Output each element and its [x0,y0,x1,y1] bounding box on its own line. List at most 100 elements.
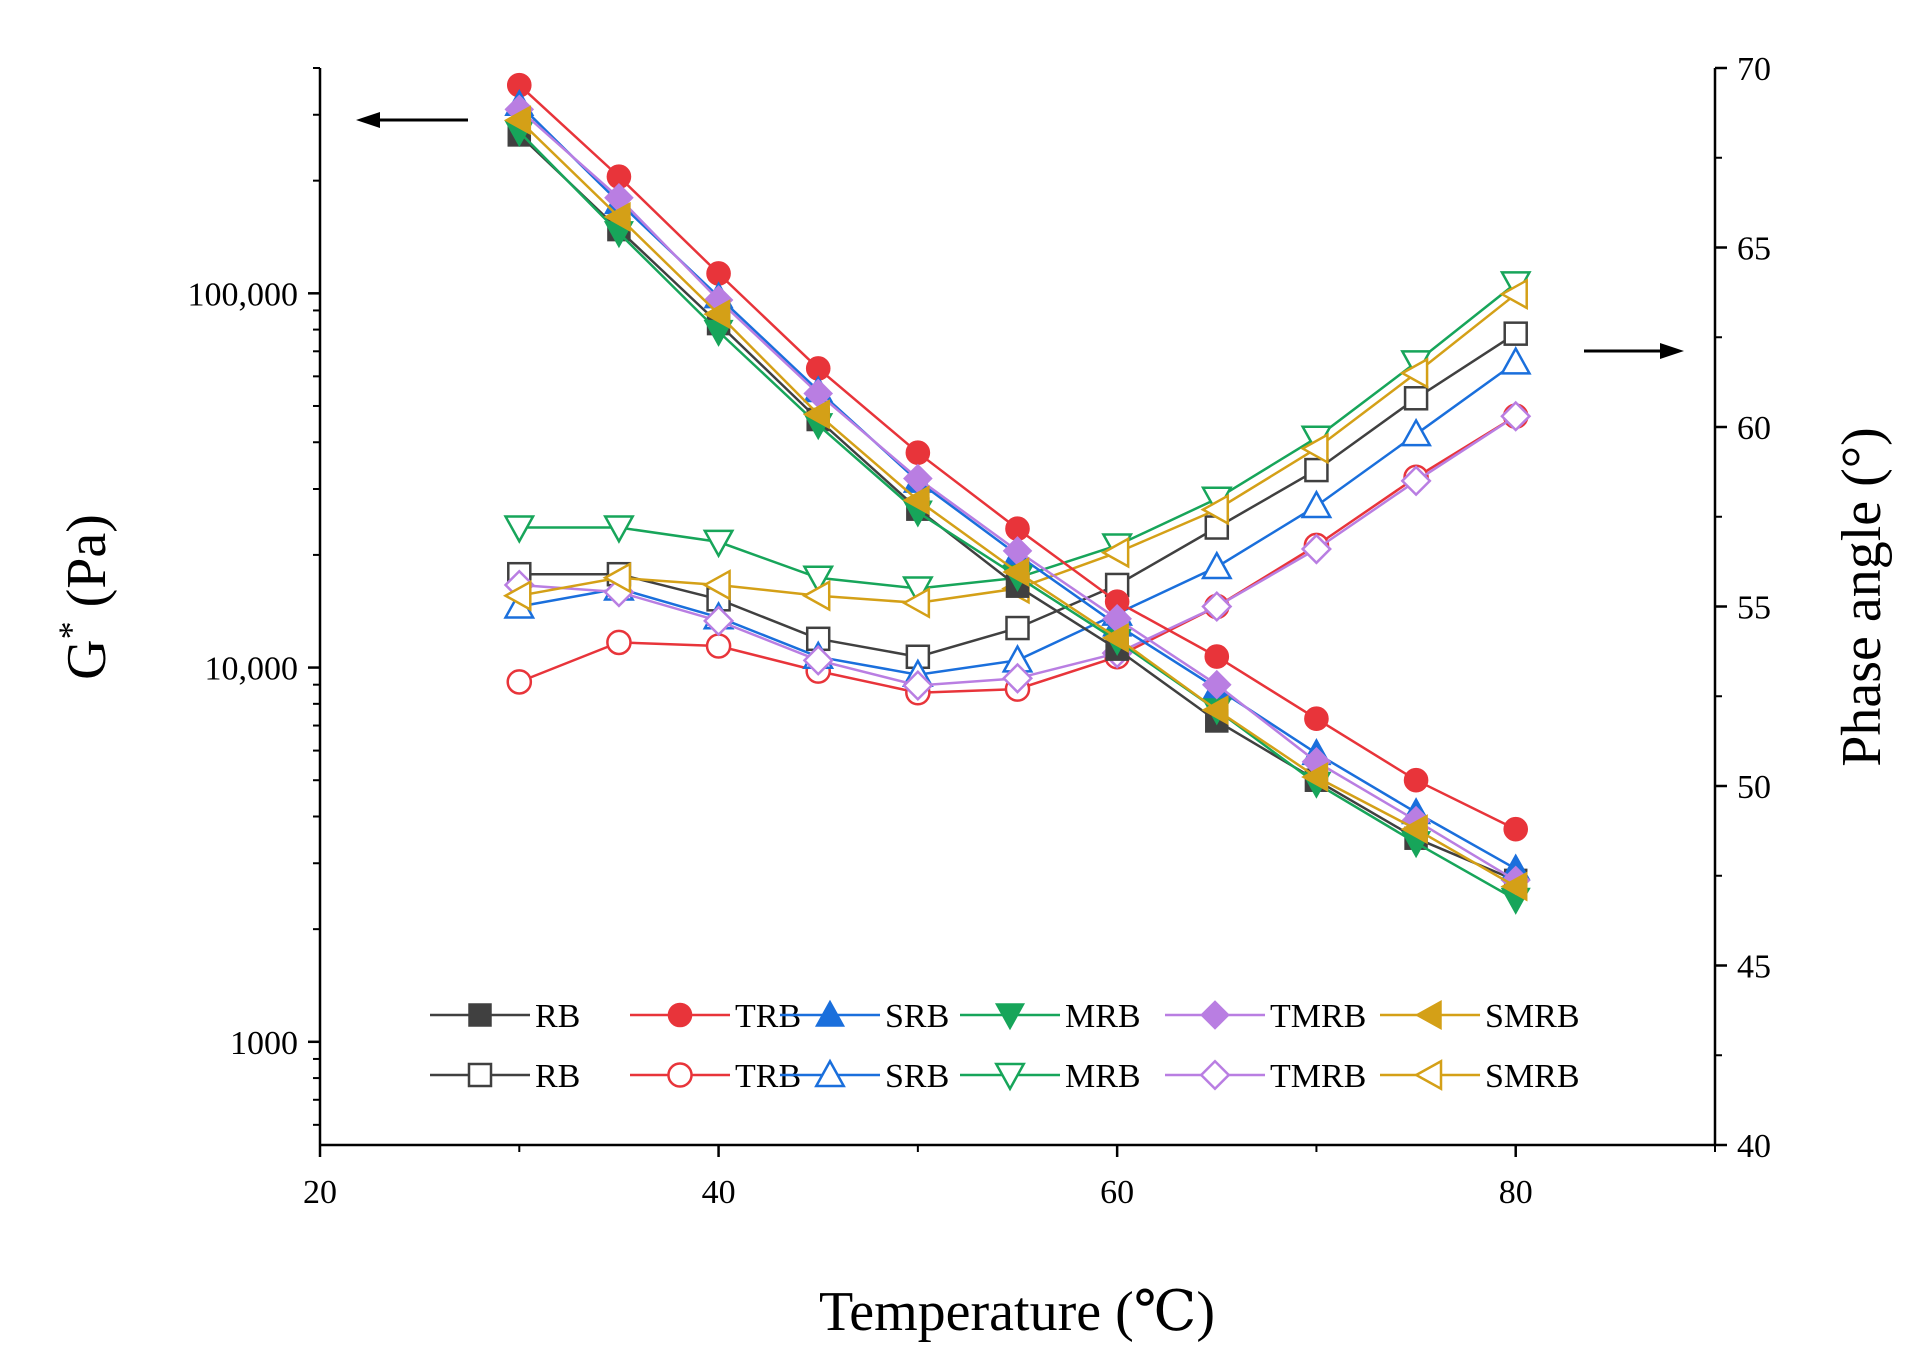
series-smrb-left [503,105,1528,902]
legend-marker [468,1003,492,1027]
y-right-tick-label: 55 [1737,590,1771,627]
data-point [1300,489,1333,519]
data-point [902,485,930,516]
legend-item-smrb-left: SMRB [1380,998,1580,1035]
right-axis-arrow-head [1660,343,1684,359]
data-point [1499,278,1528,311]
y-axis-left-title-main: G [56,639,118,679]
data-point [702,569,731,601]
y-left-tick-label: 1000 [230,1025,298,1062]
y-right-tick-label: 50 [1737,769,1771,806]
legend-marker [1199,1059,1231,1091]
data-point [901,587,931,619]
legend-item-srb-right: SRB [780,1058,949,1095]
y-right-tick-label: 45 [1737,949,1771,986]
y-left-tick-label: 10,000 [205,651,299,688]
x-tick-label: 80 [1499,1174,1533,1211]
legend-item-tmrb-left: TMRB [1165,998,1366,1035]
legend-label: RB [535,998,580,1035]
legend-marker [1200,1000,1230,1030]
legend: RB TRB SRB MRB TMRB SMRB RB TRB SRB MRB TMRB SMRB [430,998,1580,1095]
y-axis-left: 1000 10,000 100,000 [188,67,320,1126]
y-axis-left-title: G* (Pa) [51,514,118,680]
legend-item-trb-left: TRB [630,998,801,1035]
data-point [1503,816,1529,842]
data-point [703,605,735,637]
data-point [1403,767,1429,793]
data-point [1201,669,1232,700]
data-point [506,669,533,695]
data-point [1300,432,1329,465]
data-point [603,201,631,232]
data-point [905,440,931,466]
data-point [503,105,532,136]
series-line [518,119,1517,888]
data-point [1304,457,1329,483]
series-line [518,84,1517,831]
data-point [1101,622,1129,653]
data-point [801,579,831,612]
legend-label: SRB [885,998,949,1035]
y-right-tick-label: 65 [1737,231,1771,268]
annotation-layer [356,112,1684,359]
data-point [1403,386,1429,411]
data-point [1204,644,1230,669]
legend-marker [667,1002,693,1028]
data-point [1002,557,1030,588]
data-point [802,399,830,430]
data-point [1503,321,1528,346]
data-point [705,633,732,659]
legend-label: RB [535,1058,580,1095]
legend-item-mrb-right: MRB [960,1058,1141,1095]
legend-label: TRB [735,998,801,1035]
y-axis-left-title-unit: (Pa) [56,514,118,621]
series-trb-left [506,72,1529,842]
series-line [518,103,1517,870]
data-point [802,565,835,595]
data-point [1399,357,1429,390]
y-axis-right-title: Phase angle (°) [1831,427,1893,767]
data-point [1100,536,1130,569]
data-point [1200,493,1230,526]
legend-label: SMRB [1485,998,1580,1035]
legend-marker [667,1062,693,1088]
series-srb-left [504,88,1531,881]
series-line [519,332,1517,659]
data-point [1001,662,1034,694]
x-axis: 20 40 60 80 [303,1145,1716,1211]
series-rb-right [507,321,1528,670]
series-rb-left [507,123,1528,893]
legend-item-tmrb-right: TMRB [1165,1058,1366,1095]
legend-label: TMRB [1270,998,1366,1035]
data-point [1201,695,1229,726]
data-point [802,644,834,676]
legend-label: MRB [1065,1058,1141,1095]
legend-marker [1414,999,1442,1031]
legend-marker [467,1062,493,1088]
legend-marker [994,1062,1026,1092]
data-point [1005,615,1030,641]
y-right-tick-label: 70 [1737,51,1771,88]
legend-item-rb-right: RB [430,1058,580,1095]
legend-item-mrb-left: MRB [960,998,1141,1035]
data-point [603,515,635,544]
x-tick-label: 40 [702,1174,736,1211]
data-point [1400,814,1428,845]
legend-item-srb-left: SRB [780,998,949,1035]
data-point [902,669,934,701]
data-point [1201,590,1233,623]
legend-marker [814,999,846,1027]
data-point [1301,761,1329,793]
series-layer [502,72,1532,915]
data-point [702,529,735,559]
data-point [1400,465,1432,497]
y-right-tick-label: 60 [1737,410,1771,447]
legend-marker [814,1058,846,1088]
legend-item-rb-left: RB [430,998,580,1035]
left-axis-arrow-head [356,112,380,128]
y-right-tick-label: 40 [1737,1128,1771,1165]
data-point [1300,533,1332,565]
legend-marker [1413,1059,1443,1091]
legend-label: TMRB [1270,1058,1366,1095]
